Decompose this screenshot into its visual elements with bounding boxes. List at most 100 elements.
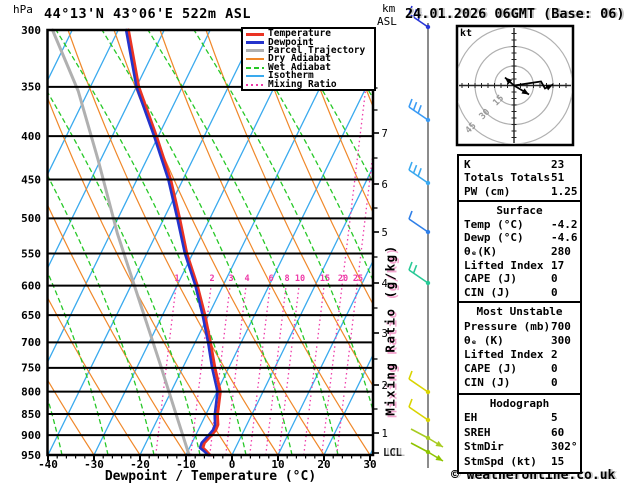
- stat-row: EH 5: [459, 411, 580, 426]
- plot-border: [46, 28, 375, 457]
- isotherm-line: [47, 29, 257, 456]
- wind-barb: [408, 210, 431, 235]
- stats-box: Hodograph EH 5 SREH 60 StmDir 302° StmSpd (kt) 1…: [457, 392, 582, 474]
- mixing-ratio-value-label: 3: [228, 274, 233, 284]
- pressure-label: 350: [21, 81, 41, 94]
- isotherm-line: [277, 259, 373, 456]
- stat-value: 0: [551, 272, 558, 286]
- stat-label: Temp (°C): [464, 217, 524, 231]
- stat-value: 280: [551, 245, 571, 258]
- pressure-axis-unit: hPa: [13, 3, 33, 16]
- lcl-label: LCL: [383, 447, 402, 459]
- isotherm-line: [323, 353, 373, 456]
- wind-barb: [408, 261, 431, 286]
- stat-value: 2: [551, 347, 558, 361]
- stat-label: CAPE (J): [464, 362, 517, 376]
- stats-box: Surface Temp (°C) -4.2 Dewp (°C) -4.6 θₑ(K) 28…: [457, 200, 582, 304]
- stats-box-header: Surface: [496, 204, 543, 218]
- stat-value: 1.25: [551, 184, 578, 198]
- temp-label: -10: [176, 458, 196, 471]
- mixing-ratio-line: [190, 285, 212, 456]
- pressure-label: 400: [21, 130, 41, 143]
- pressure-label: 850: [21, 408, 41, 421]
- wind-barb: [408, 161, 431, 186]
- stat-label: StmDir: [464, 440, 504, 454]
- legend-item: Wet Adiabat: [246, 63, 374, 72]
- isotherm-line: [47, 29, 165, 270]
- legend-item: Mixing Ratio: [246, 78, 374, 90]
- dry-adiabat-line: [205, 29, 373, 387]
- stat-row: CIN (J) 0: [459, 376, 580, 390]
- stat-value: 302°: [551, 440, 578, 454]
- stat-label: StmSpd (kt): [464, 454, 537, 468]
- stat-label: Lifted Index: [464, 347, 544, 361]
- station-title: 44°13'N 43°06'E 522m ASL: [44, 6, 252, 22]
- stat-label: SREH: [464, 425, 491, 439]
- legend-item: Parcel Trajectory: [246, 44, 374, 56]
- pressure-label: 300: [21, 24, 41, 37]
- isotherm-line: [47, 29, 211, 364]
- wind-barb: [410, 442, 444, 462]
- mixing-ratio-value-label: 6: [268, 274, 273, 284]
- mixing-ratio-value-label: 25: [353, 274, 363, 284]
- stat-label: CIN (J): [464, 285, 511, 299]
- mixing-ratio-line: [225, 285, 247, 456]
- stats-box: Most Unstable Pressure (mb) 700 θₑ (K) 300 Li…: [457, 301, 582, 395]
- temp-label: 0: [229, 458, 236, 471]
- arrow-head: [545, 84, 553, 91]
- mixing-ratio-value-label: 2: [209, 274, 214, 284]
- wet-adiabat-line: [285, 29, 373, 184]
- wind-barb: [408, 98, 431, 123]
- stat-row: θₑ (K) 300: [459, 334, 580, 348]
- stat-value: 17: [551, 258, 565, 272]
- legend-swatch-solid: [246, 58, 264, 61]
- stat-row: Dewp (°C) -4.6: [459, 231, 580, 245]
- stat-label: Pressure (mb): [464, 319, 551, 333]
- mixing-ratio-line: [321, 29, 373, 456]
- isotherm-line: [93, 29, 303, 456]
- mixing-ratio-value-label: 4: [244, 274, 249, 284]
- stat-row: CIN (J) 0: [459, 286, 580, 300]
- mixing-ratio-line: [155, 285, 177, 456]
- legend-swatch-solid: [246, 75, 264, 78]
- hodograph-unit-label: kt: [460, 28, 473, 39]
- pressure-label: 800: [21, 385, 41, 398]
- pressure-label: 550: [21, 247, 41, 260]
- isotherm-line: [139, 29, 349, 456]
- pressure-label: 500: [21, 212, 41, 225]
- mixing-ratio-line: [265, 285, 287, 456]
- wet-adiabat-line: [193, 29, 373, 414]
- stat-label: Lifted Index: [464, 258, 544, 272]
- stat-row: CAPE (J) 0: [459, 362, 580, 376]
- stat-row: SREH 60: [459, 426, 580, 441]
- arrow-head: [521, 88, 529, 95]
- mixing-ratio-value-label: 1: [174, 274, 179, 284]
- arrow-head: [505, 77, 513, 85]
- legend-label: Mixing Ratio: [268, 78, 337, 90]
- stat-label: EH: [464, 411, 478, 425]
- stat-label: θₑ(K): [464, 245, 498, 258]
- stat-label: Dewp (°C): [464, 231, 524, 245]
- mixing-ratio-line: [249, 285, 271, 456]
- mixing-ratio-value-label: 15: [320, 274, 330, 284]
- mixing-ratio-line: [278, 285, 300, 456]
- legend-label: Isotherm: [268, 70, 314, 82]
- pressure-label: 950: [21, 449, 41, 462]
- stat-label: K: [464, 158, 471, 171]
- km-label: 7: [382, 128, 388, 140]
- dry-adiabat-line: [67, 29, 279, 456]
- legend-label: Dewpoint: [268, 36, 314, 48]
- parcel-curve: [51, 28, 192, 457]
- legend-item: Dewpoint: [246, 36, 374, 48]
- stat-row: Totals Totals 51: [459, 171, 580, 184]
- stats-box-header: Most Unstable: [476, 305, 563, 319]
- stat-value: 15: [551, 454, 565, 468]
- stat-value: -4.6: [551, 231, 578, 245]
- dry-adiabat-line: [574, 30, 629, 455]
- wind-barb: [408, 370, 431, 395]
- isotherm-line: [185, 71, 373, 456]
- legend-label: Parcel Trajectory: [268, 44, 366, 56]
- dry-adiabat-line: [47, 378, 95, 456]
